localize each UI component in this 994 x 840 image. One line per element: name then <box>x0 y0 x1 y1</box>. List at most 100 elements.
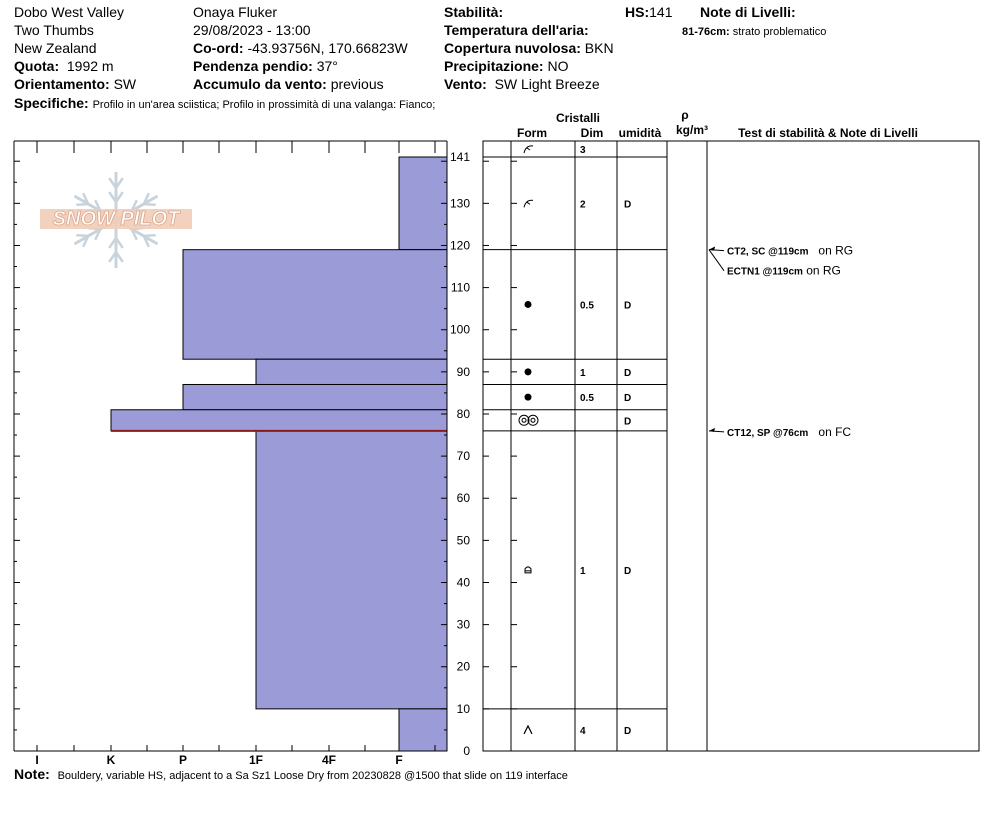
sky: Copertura nuvolosa: BKN <box>444 40 614 56</box>
melt-form-icon <box>530 417 536 423</box>
y-tick-label: 40 <box>457 575 471 589</box>
layer-note-text: strato problematico <box>732 26 827 38</box>
test-suffix: on RG <box>818 244 853 258</box>
snowflake-branch <box>114 191 124 203</box>
stability-label: Stabilità: <box>444 4 504 20</box>
snowflake-branch <box>94 228 102 241</box>
y-tick-label: 120 <box>450 238 470 252</box>
snowflake-branch <box>142 192 151 205</box>
slope-label: Pendenza pendio: <box>193 58 313 74</box>
observer: Onaya Fluker <box>193 4 278 20</box>
test-result: CT2, SC @119cm <box>727 247 809 258</box>
test-pointer <box>708 249 725 271</box>
crystal-row-4: 0.5 D <box>524 393 631 404</box>
precip-value: NO <box>547 58 569 74</box>
sky-value: BKN <box>584 40 614 56</box>
coordinates: Co-ord: -43.93756N, 170.66823W <box>193 40 408 56</box>
layer-note-range: 81-76cm: <box>682 26 730 38</box>
specifics-label: Specifiche: <box>14 95 89 111</box>
stability: Stabilità: <box>444 4 503 20</box>
snowflake-branch <box>114 251 124 263</box>
slope-value: 37° <box>316 58 338 74</box>
wind-loading-value: previous <box>330 76 384 92</box>
crystal-moisture: D <box>624 368 631 379</box>
elevation-value: 1992 m <box>66 58 114 74</box>
hs-label: HS: <box>625 4 650 20</box>
rounded-grain-icon <box>524 300 532 308</box>
wind: Vento: SW Light Breeze <box>444 76 600 92</box>
snowflake-branch <box>81 235 90 248</box>
header-tests: Test di stabilità & Note di Livelli <box>738 126 918 140</box>
air-temp-label: Temperatura dell'aria: <box>444 22 589 38</box>
crystal-moisture: D <box>624 199 631 210</box>
melt-form-icon <box>518 414 530 426</box>
y-tick-label: 110 <box>451 281 470 295</box>
hardness-layer-4 <box>110 409 448 432</box>
layer-notes-heading: Note di Livelli: <box>700 4 796 20</box>
snowflake-branch <box>142 235 151 248</box>
crystal-row-0: 3 <box>523 145 586 156</box>
snowflake-branch <box>130 228 138 241</box>
header-density-symbol: ρ <box>681 108 688 122</box>
wind-loading-label: Accumulo da vento: <box>193 76 327 92</box>
note-label: Note: <box>14 766 50 782</box>
crystal-size: 1 <box>580 566 586 577</box>
elevation-label: Quota: <box>14 58 60 74</box>
coord-label: Co-ord: <box>193 40 244 56</box>
hardness-label-i: I <box>35 753 38 767</box>
snowflake-branch <box>76 202 89 207</box>
arrow-icon <box>709 427 715 432</box>
header-size: Dim <box>581 126 604 140</box>
snowpilot-logo: SNOW PILOT <box>40 172 192 268</box>
decomposing-fragment-icon <box>523 199 534 208</box>
crystal-size: 4 <box>580 726 586 737</box>
hardness-label-k: K <box>107 753 116 767</box>
table-border <box>482 140 980 752</box>
hardness-label-1f: 1F <box>249 753 263 767</box>
note-value: Bouldery, variable HS, adjacent to a Sa … <box>57 770 568 782</box>
rounded-grain-icon <box>524 368 532 376</box>
snowflake-branch <box>143 233 156 238</box>
hardness-layer-6 <box>398 708 448 752</box>
header-crystals: Cristalli <box>556 111 600 125</box>
hardness-layer-5 <box>255 430 448 710</box>
crystal-moisture: D <box>624 726 631 737</box>
crystal-moisture: D <box>624 566 631 577</box>
crystal-moisture: D <box>624 300 631 311</box>
layer-notes-label: Note di Livelli: <box>700 4 796 20</box>
crystal-size: 2 <box>580 199 586 210</box>
snowflake-branch <box>76 233 89 238</box>
crystal-size: 0.5 <box>580 300 594 311</box>
y-tick-label: 0 <box>463 744 470 758</box>
rounded-grain-icon <box>524 393 532 401</box>
snowflake-branch <box>108 177 118 189</box>
crystal-moisture: D <box>624 393 631 404</box>
test-suffix: on RG <box>806 264 841 278</box>
y-tick-label: 100 <box>450 323 470 337</box>
slope: Pendenza pendio: 37° <box>193 58 338 74</box>
layer-note: 81-76cm: strato problematico <box>682 24 826 40</box>
wind-label: Vento: <box>444 76 487 92</box>
y-tick-label: 90 <box>457 365 471 379</box>
crystal-size: 1 <box>580 368 586 379</box>
stability-test-2: CT12, SP @76cm on FC <box>708 425 851 439</box>
aspect: Orientamento: SW <box>14 76 136 92</box>
elevation: Quota: 1992 m <box>14 58 114 74</box>
snowflake-branch <box>108 237 118 249</box>
hardness-layer-3 <box>182 383 448 411</box>
hs-value: 141 <box>649 4 673 20</box>
crystal-row-2: 0.5 D <box>524 300 631 311</box>
location-line-1: Dobo West Valley <box>14 4 124 20</box>
hardness-layer-2 <box>255 358 448 385</box>
hardness-layers <box>110 156 448 752</box>
aspect-label: Orientamento: <box>14 76 110 92</box>
logo-band <box>40 209 192 229</box>
y-tick-label: 70 <box>457 449 471 463</box>
precip-label: Precipitazione: <box>444 58 544 74</box>
snowflake-branch <box>108 191 118 203</box>
coord-value: -43.93756N, 170.66823W <box>247 40 408 56</box>
